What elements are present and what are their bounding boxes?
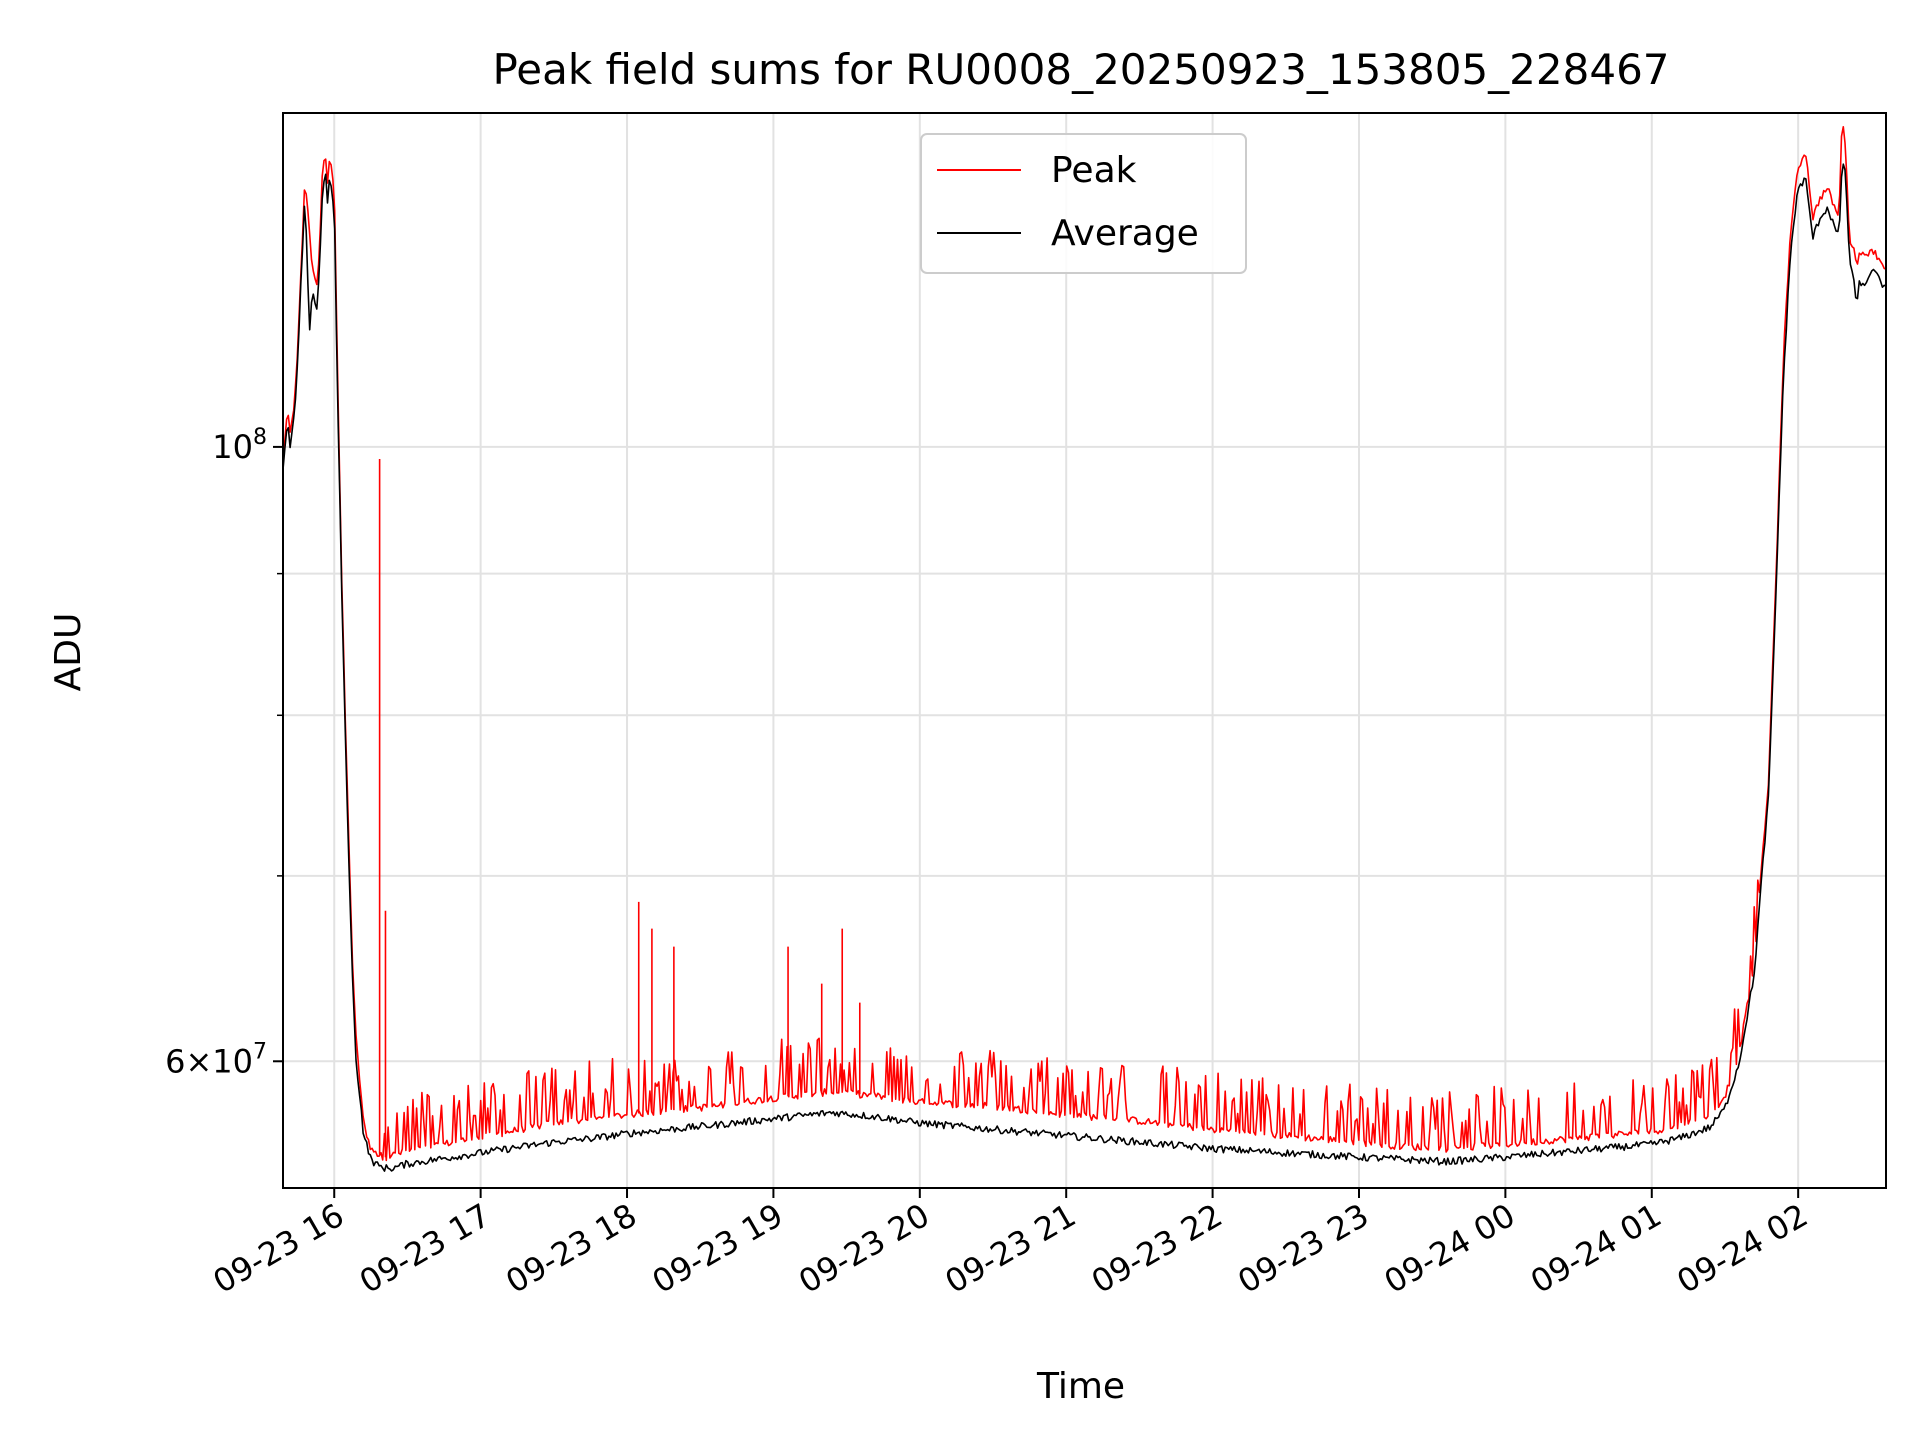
- series-layer: [283, 126, 1886, 1172]
- series-line-peak: [283, 126, 1886, 1162]
- y-tick-label: 108: [212, 425, 267, 466]
- chart-title: Peak field sums for RU0008_20250923_1538…: [492, 45, 1669, 94]
- y-axis-label: ADU: [48, 613, 89, 692]
- legend-label-average: Average: [1051, 213, 1199, 254]
- y-axis-ticks: 6×107 108: [165, 425, 283, 1080]
- series-line-average: [283, 163, 1886, 1172]
- legend-label-peak: Peak: [1051, 150, 1137, 191]
- legend-box: [920, 133, 1247, 274]
- grid: [283, 113, 1886, 1188]
- plot-frame: [282, 112, 1887, 1189]
- legend: Peak Average: [920, 133, 1247, 274]
- y-tick-label: 6×107: [165, 1039, 267, 1080]
- x-axis-label: Time: [1036, 1366, 1125, 1407]
